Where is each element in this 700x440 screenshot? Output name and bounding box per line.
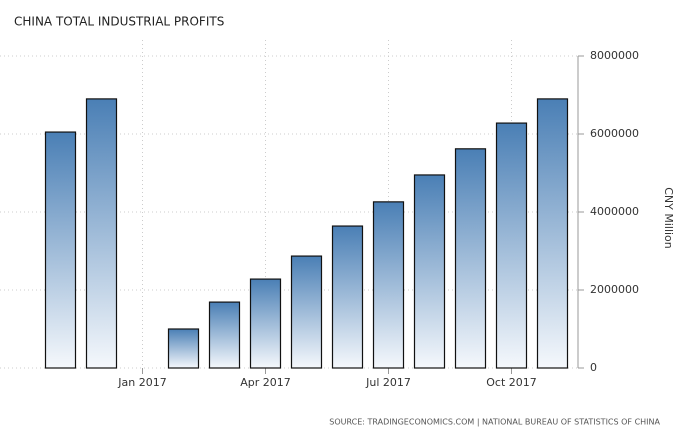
y-tick-label: 8000000	[590, 49, 639, 62]
bar	[331, 225, 364, 369]
bar	[372, 201, 405, 369]
bar	[249, 278, 282, 369]
bar	[454, 148, 487, 369]
y-tick-label: 6000000	[590, 127, 639, 140]
bar	[44, 131, 77, 369]
bar	[536, 98, 569, 369]
y-tick-label: 2000000	[590, 283, 639, 296]
bar	[167, 328, 200, 369]
bar	[495, 122, 528, 369]
x-tick-label: Jul 2017	[365, 376, 411, 389]
x-tick-label: Apr 2017	[240, 376, 291, 389]
x-tick-label: Oct 2017	[486, 376, 537, 389]
bar	[85, 98, 118, 369]
y-axis-label: CNY Million	[662, 187, 675, 249]
source: SOURCE: TRADINGECONOMICS.COM | NATIONAL …	[329, 418, 660, 427]
bar	[208, 301, 241, 369]
y-tick-label: 4000000	[590, 205, 639, 218]
chart-title: CHINA TOTAL INDUSTRIAL PROFITS	[14, 15, 224, 29]
bar	[413, 174, 446, 369]
y-tick-label: 0	[590, 361, 597, 374]
bar	[290, 255, 323, 369]
x-tick-label: Jan 2017	[117, 376, 166, 389]
